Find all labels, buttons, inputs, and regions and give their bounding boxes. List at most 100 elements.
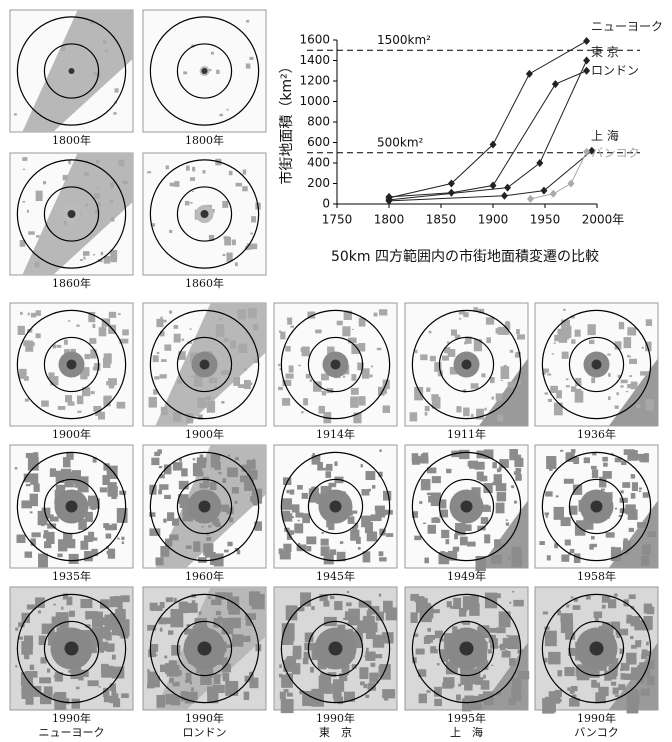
map-urban-patch <box>111 492 116 499</box>
map-urban-patch <box>643 616 652 630</box>
map-urban-patch <box>110 200 113 203</box>
map-urban-patch <box>88 496 96 507</box>
map-urban-patch <box>44 530 49 535</box>
map-urban-patch <box>556 495 559 497</box>
map-urban-patch <box>172 622 174 624</box>
data-point <box>583 148 590 156</box>
map-center <box>67 360 77 370</box>
map-center <box>460 642 474 656</box>
map-urban-patch <box>163 519 166 523</box>
map-urban-patch <box>383 405 390 413</box>
map-urban-patch <box>458 684 461 687</box>
map-thumbnail <box>143 10 266 132</box>
map-city: バンコク <box>574 726 619 739</box>
map-urban-patch <box>115 88 119 92</box>
map-urban-patch <box>560 450 563 452</box>
map-urban-patch <box>83 251 90 256</box>
map-urban-patch <box>334 601 342 610</box>
map-urban-patch <box>563 309 565 311</box>
map-urban-patch <box>21 613 29 623</box>
map-urban-patch <box>361 489 369 495</box>
map-urban-patch <box>77 395 83 404</box>
map-urban-patch <box>225 681 238 696</box>
map-urban-patch <box>86 203 88 206</box>
map-urban-patch <box>571 597 574 599</box>
map-urban-patch <box>38 554 48 568</box>
map-urban-patch <box>174 181 179 187</box>
map-urban-patch <box>56 345 61 348</box>
map-urban-patch <box>77 411 81 413</box>
data-point <box>504 184 511 192</box>
map-urban-patch <box>631 474 635 478</box>
map-urban-patch <box>23 340 29 346</box>
map-city: ロンドン <box>183 726 227 739</box>
map-urban-patch <box>209 692 214 700</box>
map-urban-patch <box>589 340 594 344</box>
map-urban-patch <box>352 510 358 513</box>
map-urban-patch <box>554 342 556 344</box>
map-year: 1945年 <box>316 569 355 583</box>
map-urban-patch <box>186 166 190 171</box>
map-urban-patch <box>456 406 461 412</box>
map-urban-patch <box>92 324 95 328</box>
map-urban-patch <box>36 191 43 201</box>
map-year: 1995年 <box>447 711 486 725</box>
x-tick-label: 1750 <box>322 213 353 227</box>
map-urban-patch <box>307 546 312 551</box>
map-urban-patch <box>19 332 22 334</box>
map-center <box>200 360 210 370</box>
map-urban-patch <box>483 483 492 493</box>
map-year: 1990年 <box>185 711 224 725</box>
map-urban-patch <box>281 675 293 688</box>
map-urban-patch <box>539 541 544 545</box>
map-urban-patch <box>31 313 36 318</box>
map-urban-patch <box>548 399 552 402</box>
map-urban-patch <box>297 485 303 490</box>
map-urban-patch <box>36 310 41 316</box>
map-urban-patch <box>94 72 97 76</box>
map-urban-patch <box>219 114 223 116</box>
x-tick-label: 1850 <box>426 213 457 227</box>
map-urban-patch <box>491 555 502 565</box>
map-urban-patch <box>567 634 572 638</box>
map-urban-patch <box>340 541 343 544</box>
map-urban-patch <box>359 396 366 405</box>
map-center <box>462 360 472 370</box>
map-urban-patch <box>161 359 167 362</box>
map-urban-patch <box>38 611 41 614</box>
map-urban-patch <box>249 382 252 385</box>
map-urban-patch <box>545 491 552 496</box>
map-urban-patch <box>369 673 379 683</box>
map-urban-patch <box>561 617 573 633</box>
map-urban-patch <box>121 537 124 540</box>
map-thumbnail <box>10 10 133 132</box>
map-urban-patch <box>415 596 425 602</box>
map-urban-patch <box>30 473 38 484</box>
legend-label: 上 海 <box>591 128 619 143</box>
map-urban-patch <box>608 396 611 400</box>
map-urban-patch <box>414 536 421 541</box>
map-year: 1990年 <box>577 711 616 725</box>
map-urban-patch <box>236 183 243 187</box>
map-urban-patch <box>103 358 111 368</box>
map-urban-patch <box>57 554 62 558</box>
map-urban-patch <box>556 390 562 398</box>
map-urban-patch <box>348 516 355 523</box>
map-urban-patch <box>120 595 129 602</box>
map-urban-patch <box>629 657 636 665</box>
map-urban-patch <box>471 383 479 389</box>
map-urban-patch <box>559 699 562 702</box>
map-urban-patch <box>423 523 426 524</box>
map-urban-patch <box>547 555 551 560</box>
map-urban-patch <box>631 493 636 499</box>
map-urban-patch <box>496 393 503 400</box>
map-year: 1900年 <box>185 427 224 441</box>
map-urban-patch <box>629 594 636 599</box>
map-urban-patch <box>193 541 200 551</box>
map-year: 1958年 <box>577 569 616 583</box>
map-year: 1949年 <box>447 569 486 583</box>
map-urban-patch <box>25 698 33 705</box>
map-urban-patch <box>149 397 157 408</box>
map-urban-patch <box>154 376 159 379</box>
map-urban-patch <box>287 318 292 325</box>
